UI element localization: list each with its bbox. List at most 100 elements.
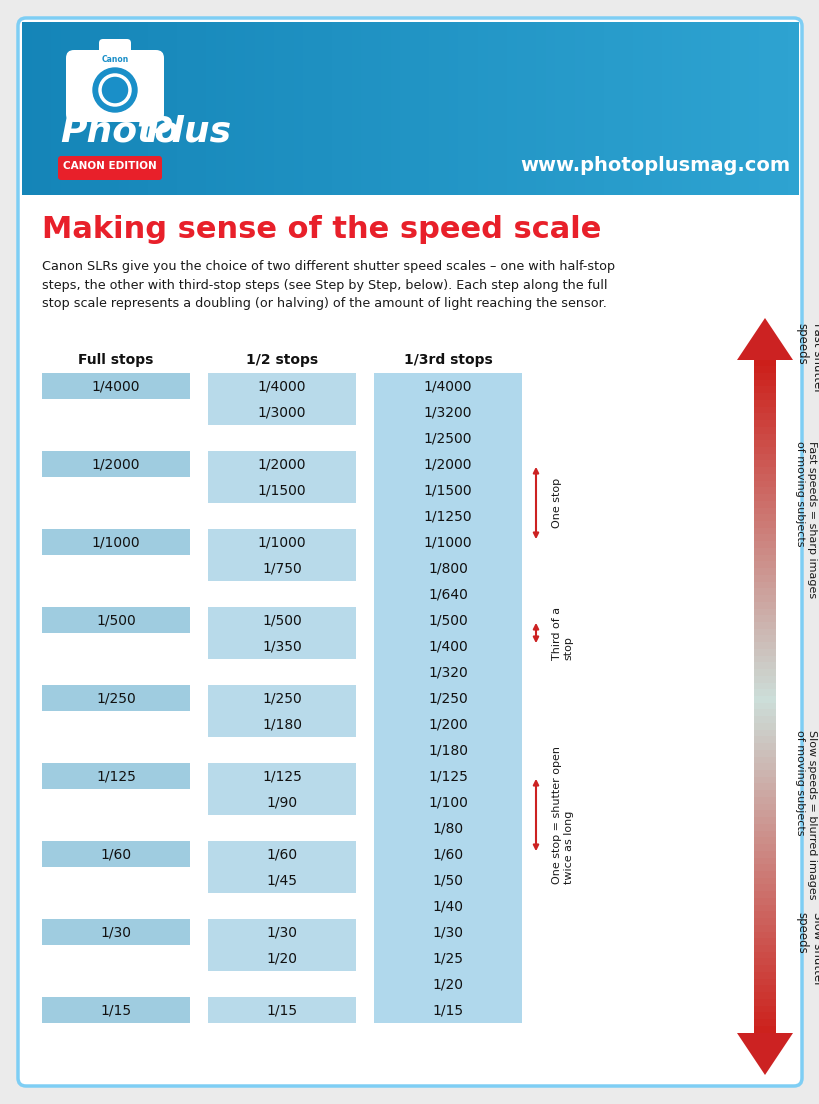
Bar xyxy=(361,22,372,195)
Bar xyxy=(208,789,355,815)
Bar xyxy=(753,919,775,926)
Bar xyxy=(373,425,522,452)
Bar xyxy=(208,529,355,555)
Bar xyxy=(373,581,522,607)
Bar xyxy=(753,386,775,394)
Bar xyxy=(373,815,522,841)
Bar xyxy=(187,22,197,195)
Bar xyxy=(753,595,775,603)
Bar xyxy=(274,22,284,195)
Bar xyxy=(90,22,101,195)
Bar xyxy=(208,373,355,399)
Text: 1/3rd stops: 1/3rd stops xyxy=(403,353,491,367)
Bar xyxy=(177,22,188,195)
Bar xyxy=(753,474,775,481)
Text: 1/60: 1/60 xyxy=(100,847,131,861)
Bar xyxy=(42,452,190,477)
Bar xyxy=(753,508,775,516)
Text: Fast shutter
speeds: Fast shutter speeds xyxy=(794,323,819,393)
Text: 1/1500: 1/1500 xyxy=(423,484,472,497)
Text: 1/40: 1/40 xyxy=(432,899,463,913)
Bar xyxy=(753,884,775,892)
Bar xyxy=(632,22,643,195)
Text: 1/30: 1/30 xyxy=(432,925,463,940)
Bar xyxy=(410,22,420,195)
Bar xyxy=(753,703,775,711)
Bar xyxy=(753,723,775,731)
Text: Photo: Photo xyxy=(60,114,179,148)
Text: 1/15: 1/15 xyxy=(266,1004,297,1017)
Bar xyxy=(208,477,355,503)
Bar xyxy=(373,555,522,581)
Text: 1/30: 1/30 xyxy=(101,925,131,940)
Bar xyxy=(373,503,522,529)
Bar xyxy=(373,373,522,399)
Bar xyxy=(373,607,522,633)
Text: 1/1250: 1/1250 xyxy=(423,509,472,523)
Bar xyxy=(42,607,190,633)
Bar xyxy=(99,22,111,195)
FancyBboxPatch shape xyxy=(66,50,164,123)
Bar xyxy=(373,684,522,711)
Bar xyxy=(400,22,410,195)
Bar xyxy=(753,521,775,529)
Bar xyxy=(753,420,775,428)
Bar xyxy=(138,22,149,195)
Bar xyxy=(753,480,775,488)
Bar xyxy=(208,867,355,893)
Bar xyxy=(753,736,775,744)
Bar xyxy=(381,22,391,195)
Bar xyxy=(753,636,775,644)
Bar xyxy=(753,602,775,609)
Bar xyxy=(753,1006,775,1013)
Bar xyxy=(516,22,527,195)
Bar xyxy=(303,22,314,195)
Bar xyxy=(753,938,775,946)
Bar xyxy=(373,867,522,893)
Text: 1/1500: 1/1500 xyxy=(257,484,306,497)
Text: 1/3000: 1/3000 xyxy=(257,405,305,420)
Text: 1/500: 1/500 xyxy=(262,613,301,627)
Bar xyxy=(753,406,775,414)
FancyBboxPatch shape xyxy=(58,156,162,180)
Bar xyxy=(710,22,721,195)
Bar xyxy=(753,588,775,596)
Bar xyxy=(753,373,775,381)
Bar xyxy=(373,711,522,737)
Bar xyxy=(526,22,536,195)
Bar xyxy=(613,22,623,195)
Text: 1/750: 1/750 xyxy=(262,561,301,575)
Bar xyxy=(753,710,775,718)
Bar xyxy=(109,22,120,195)
Bar xyxy=(148,22,159,195)
Bar xyxy=(753,615,775,623)
Bar xyxy=(753,871,775,879)
Bar xyxy=(753,413,775,421)
Bar xyxy=(753,898,775,905)
Text: 1/500: 1/500 xyxy=(96,613,136,627)
Bar xyxy=(753,999,775,1007)
Text: 1/800: 1/800 xyxy=(428,561,468,575)
Bar xyxy=(390,22,400,195)
Bar xyxy=(753,790,775,798)
Text: 1/250: 1/250 xyxy=(262,691,301,705)
Bar xyxy=(373,633,522,659)
Bar xyxy=(671,22,681,195)
Text: 1/350: 1/350 xyxy=(262,639,301,652)
Text: 1/20: 1/20 xyxy=(266,951,297,965)
Bar xyxy=(448,22,459,195)
Bar xyxy=(753,1019,775,1027)
Text: 1/20: 1/20 xyxy=(432,977,463,991)
Bar xyxy=(753,858,775,866)
Text: Canon: Canon xyxy=(102,54,129,64)
Bar xyxy=(373,945,522,972)
Bar xyxy=(208,945,355,972)
Bar xyxy=(753,750,775,757)
Text: 1/1000: 1/1000 xyxy=(257,535,306,549)
Bar xyxy=(42,997,190,1023)
Bar xyxy=(700,22,711,195)
Bar xyxy=(753,851,775,859)
Bar xyxy=(208,399,355,425)
Text: 1/60: 1/60 xyxy=(266,847,297,861)
Bar xyxy=(215,22,226,195)
